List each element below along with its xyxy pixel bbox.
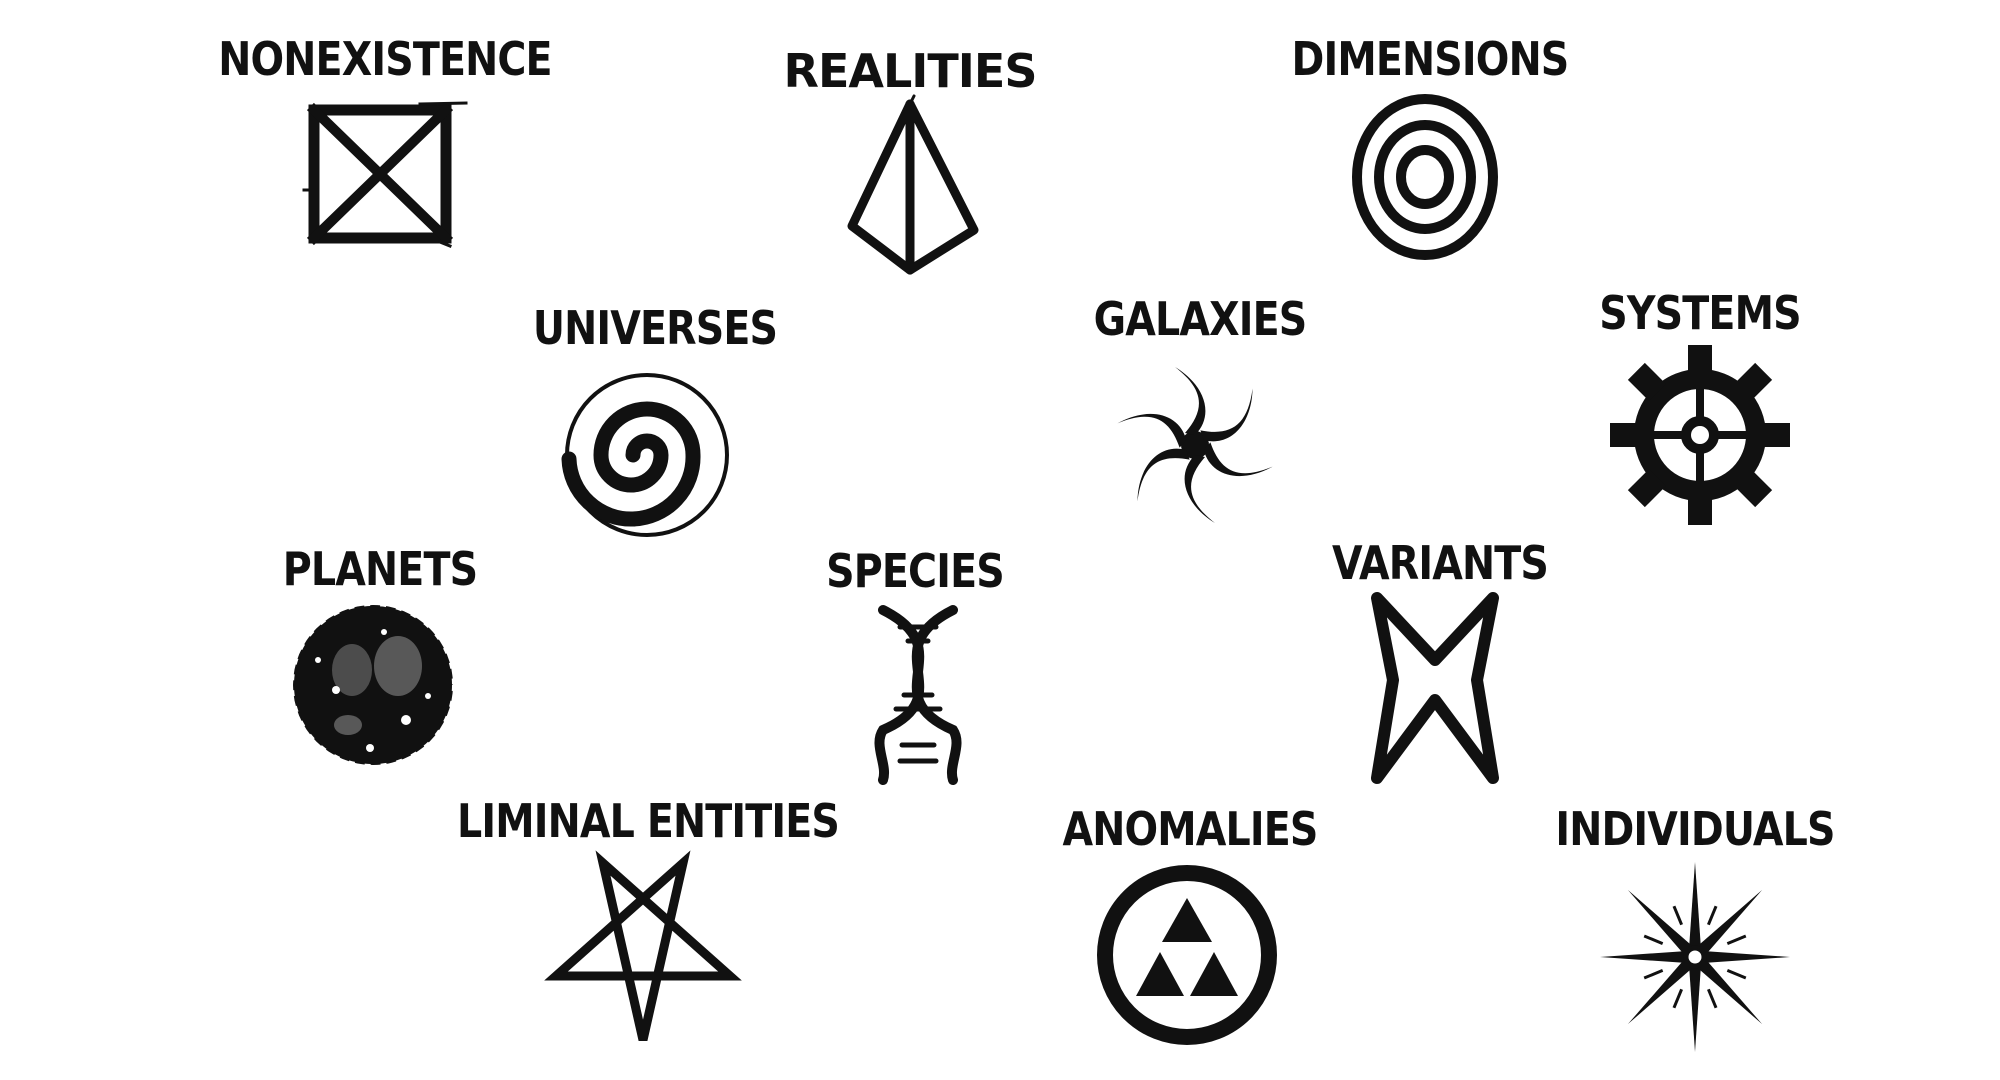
label-universes: UNIVERSES xyxy=(532,301,778,355)
crossed-square-icon xyxy=(302,101,468,248)
label-individuals: INDIVIDUALS xyxy=(1555,802,1835,856)
label-systems: SYSTEMS xyxy=(1599,286,1801,340)
label-nonexistence: NONEXISTENCE xyxy=(218,32,552,86)
star-burst-icon xyxy=(1600,862,1790,1052)
triforce-circle-icon xyxy=(1097,865,1277,1045)
pyramid-icon xyxy=(847,94,979,275)
label-dimensions: DIMENSIONS xyxy=(1291,32,1570,86)
galaxy-swirl-icon xyxy=(1117,367,1273,523)
pentagram-icon xyxy=(544,850,742,1041)
label-variants: VARIANTS xyxy=(1331,536,1549,590)
concentric-rings-icon xyxy=(1352,94,1498,260)
label-anomalies: ANOMALIES xyxy=(1062,802,1318,856)
label-galaxies: GALAXIES xyxy=(1093,292,1308,346)
label-species: SPECIES xyxy=(826,544,1005,598)
spiral-icon xyxy=(561,373,729,537)
butterfly-icon xyxy=(1371,592,1499,784)
label-realities: REALITIES xyxy=(783,44,1038,98)
gear-icon xyxy=(1610,345,1790,525)
dna-helix-icon xyxy=(874,605,962,785)
cratered-planet-icon xyxy=(292,604,454,766)
label-planets: PLANETS xyxy=(282,542,478,596)
label-liminal-entities: LIMINAL ENTITIES xyxy=(456,794,840,848)
